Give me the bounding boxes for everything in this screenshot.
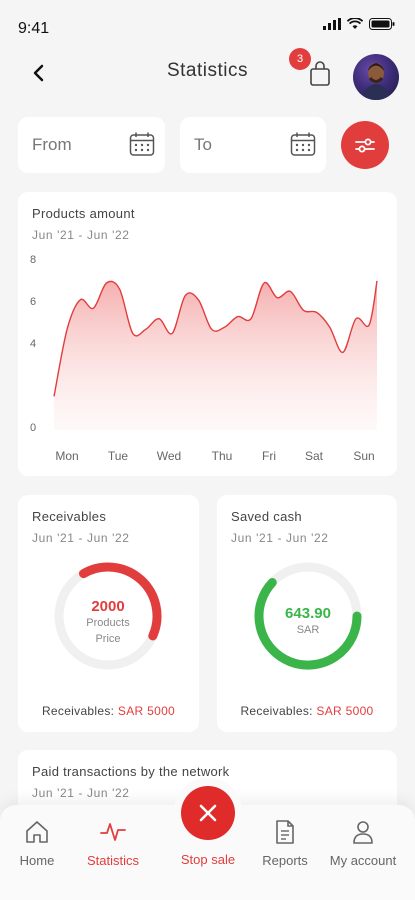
saved-cash-center: 643.90 SAR (253, 605, 363, 638)
close-icon (199, 804, 217, 822)
header: Statistics (0, 48, 415, 98)
y-tick-label: 8 (30, 254, 37, 266)
avatar[interactable] (353, 54, 399, 100)
x-tick-label: Sat (304, 449, 323, 463)
calendar-icon (290, 131, 316, 162)
nav-reports-label: Reports (262, 853, 308, 868)
x-tick-label: Mon (55, 449, 79, 463)
cart-count-badge: 3 (289, 48, 311, 70)
user-photo (362, 63, 390, 100)
from-date-field[interactable]: From (18, 117, 165, 173)
signal-icon (323, 18, 341, 30)
receivables-line1: Products (86, 617, 130, 629)
status-icons (323, 18, 395, 30)
nav-stop-sale-label: Stop sale (180, 852, 236, 867)
y-tick-label: 0 (30, 422, 37, 434)
receivables-center: 2000 Products Price (53, 598, 163, 647)
x-tick-label: Fri (262, 449, 276, 463)
back-button[interactable] (20, 54, 58, 92)
products-amount-card: Products amount Jun '21 - Jun '22 (18, 192, 397, 476)
to-label: To (194, 135, 212, 154)
y-tick-label: 6 (30, 296, 37, 308)
battery-icon (369, 18, 395, 30)
nav-account[interactable]: My account (321, 805, 405, 868)
home-icon (26, 821, 48, 843)
x-tick-label: Sun (353, 449, 375, 463)
sliders-icon (355, 138, 375, 153)
x-tick-label: Thu (211, 449, 233, 463)
from-label: From (32, 135, 72, 154)
document-icon (276, 820, 294, 844)
card-title: Saved cash (231, 509, 302, 524)
card-subtitle: Jun '21 - Jun '22 (32, 228, 130, 242)
stop-sale-button[interactable] (181, 786, 235, 840)
status-bar: 9:41 (0, 0, 415, 48)
card-subtitle: Jun '21 - Jun '22 (231, 531, 329, 545)
nav-reports[interactable]: Reports (245, 805, 325, 868)
wifi-icon (347, 18, 363, 29)
shopping-bag-icon (310, 61, 330, 86)
user-icon (353, 821, 373, 844)
saved-cash-donut (254, 562, 362, 670)
status-time: 9:41 (18, 20, 50, 37)
footer-value: SAR 5000 (117, 704, 176, 718)
card-subtitle: Jun '21 - Jun '22 (32, 786, 130, 800)
card-title: Paid transactions by the network (32, 764, 230, 779)
nav-home-label: Home (19, 853, 55, 868)
cart-button[interactable] (300, 54, 340, 94)
receivables-line2: Price (95, 633, 121, 645)
chevron-left-icon (33, 64, 44, 82)
nav-statistics[interactable]: Statistics (73, 805, 153, 868)
saved-cash-unit: SAR (296, 624, 320, 636)
calendar-icon (129, 131, 155, 162)
card-subtitle: Jun '21 - Jun '22 (32, 531, 130, 545)
footer-label: Receivables: (41, 704, 115, 718)
receivables-footer: Receivables: SAR 5000 (18, 704, 199, 718)
footer-value: SAR 5000 (316, 704, 374, 718)
nav-statistics-label: Statistics (86, 853, 139, 868)
x-tick-label: Wed (156, 449, 182, 463)
y-tick-label: 4 (30, 338, 37, 350)
card-title: Receivables (32, 509, 107, 524)
nav-home[interactable]: Home (0, 805, 77, 868)
x-tick-label: Tue (107, 449, 129, 463)
receivables-progress-arc (79, 562, 162, 641)
receivables-value: 2000 (91, 598, 125, 615)
nav-account-label: My account (329, 853, 397, 868)
card-title: Products amount (32, 206, 135, 221)
nav-stop-sale[interactable]: Stop sale (168, 846, 248, 867)
saved-cash-value: 643.90 (285, 605, 331, 622)
to-date-field[interactable]: To (180, 117, 326, 173)
page-title: Statistics (166, 60, 249, 81)
activity-icon (100, 823, 126, 841)
saved-cash-footer: Receivables: SAR 5000 (217, 704, 397, 718)
receivables-card: Receivables Jun '21 - Jun '22 2000 Produ… (18, 495, 199, 732)
saved-cash-progress-arc (254, 578, 362, 670)
receivables-donut (54, 562, 162, 670)
footer-label: Receivables: (240, 704, 313, 718)
filter-button[interactable] (341, 121, 389, 169)
saved-cash-card: Saved cash Jun '21 - Jun '22 643.90 SAR … (217, 495, 397, 732)
